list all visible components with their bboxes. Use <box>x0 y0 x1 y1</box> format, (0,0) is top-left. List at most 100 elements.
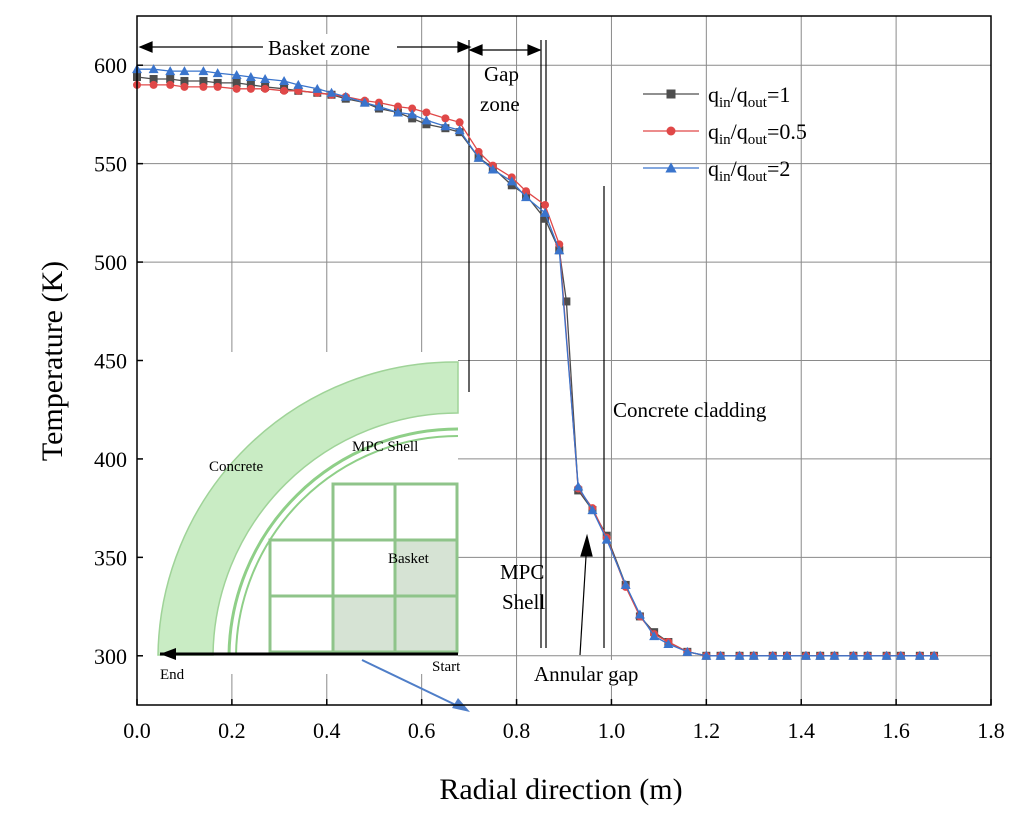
x-tick-label: 1.8 <box>977 718 1005 743</box>
legend: qin/qout=1 qin/qout=0.5 qin/qout=2 <box>643 82 807 185</box>
data-point <box>180 76 189 85</box>
legend-item-3: qin/qout=2 <box>643 156 790 185</box>
inset-concrete-ring <box>157 361 459 656</box>
data-point <box>312 83 323 93</box>
basket-zone-arrowhead-right <box>457 41 472 53</box>
legend-label: qin/qout=0.5 <box>708 119 807 148</box>
data-point <box>521 192 532 202</box>
basket-zone-arrowhead-left <box>138 41 153 53</box>
data-point <box>166 80 175 89</box>
data-point <box>179 66 190 76</box>
y-tick-label: 350 <box>94 545 127 570</box>
data-point <box>929 650 940 660</box>
data-point <box>198 66 209 76</box>
annular-gap-arrow <box>579 539 588 656</box>
series-line <box>137 68 935 657</box>
basket-zone-label: Basket zone <box>268 36 370 60</box>
data-point <box>421 115 432 125</box>
x-axis-title: Radial direction (m) <box>439 773 682 806</box>
data-point <box>232 84 241 93</box>
data-point <box>199 82 208 91</box>
y-axis-ticks: 300 350 400 450 500 550 600 <box>94 53 143 669</box>
mpc-shell-label-1: MPC <box>500 560 544 584</box>
data-point <box>781 650 792 660</box>
gap-zone-label-2: zone <box>480 92 520 116</box>
data-point <box>663 638 674 648</box>
data-point <box>441 114 450 123</box>
data-point <box>213 82 222 91</box>
gap-zone-label-1: Gap <box>484 62 519 86</box>
x-axis-ticks: 0.0 0.2 0.4 0.6 0.8 1.0 1.2 1.4 1.6 1.8 <box>123 699 1005 743</box>
data-point <box>212 68 223 78</box>
data-point <box>455 118 464 127</box>
inset-label-basket: Basket <box>388 551 430 567</box>
annular-gap-arrowhead <box>580 533 593 557</box>
x-tick-label: 0.0 <box>123 718 151 743</box>
data-point <box>166 74 175 83</box>
data-point <box>280 86 289 95</box>
inset-pointer-line <box>361 659 463 709</box>
data-point <box>246 84 255 93</box>
legend-label: qin/qout=2 <box>708 156 790 185</box>
x-tick-label: 0.6 <box>408 718 436 743</box>
data-point <box>634 609 645 619</box>
zone-annotation-text: Basket zone Gap zone Concrete cladding M… <box>263 34 767 686</box>
data-point <box>422 108 431 117</box>
inset-mpc-shell-arc-inner <box>235 435 459 656</box>
mpc-shell-label-2: Shell <box>502 590 545 614</box>
data-point <box>649 631 660 641</box>
x-tick-label: 0.4 <box>313 718 341 743</box>
y-tick-label: 450 <box>94 349 127 374</box>
data-point <box>767 650 778 660</box>
data-point <box>393 102 402 111</box>
data-point <box>232 78 241 87</box>
data-point <box>829 650 840 660</box>
cask-cross-section-inset: Concrete MPC Shell Basket Start End <box>140 352 470 712</box>
inset-mpc-shell-arc <box>227 427 459 656</box>
legend-label: qin/qout=1 <box>708 82 790 111</box>
data-point <box>541 214 550 223</box>
data-point <box>895 650 906 660</box>
x-tick-label: 1.2 <box>693 718 721 743</box>
data-point <box>862 650 873 660</box>
data-point <box>506 176 517 186</box>
data-point <box>231 70 242 80</box>
y-tick-label: 550 <box>94 152 127 177</box>
inset-label-concrete: Concrete <box>209 459 263 475</box>
data-point <box>848 650 859 660</box>
data-point <box>407 109 418 119</box>
data-point <box>914 650 925 660</box>
legend-swatch-marker <box>665 162 677 173</box>
legend-item-1: qin/qout=1 <box>643 82 790 111</box>
y-tick-label: 500 <box>94 250 127 275</box>
data-point <box>487 164 498 174</box>
data-point <box>682 646 693 656</box>
data-point <box>734 650 745 660</box>
data-point <box>800 650 811 660</box>
legend-item-2: qin/qout=0.5 <box>643 119 807 148</box>
x-tick-label: 1.0 <box>598 718 626 743</box>
data-point <box>601 534 612 544</box>
data-point <box>359 97 370 107</box>
series-layer <box>132 64 940 660</box>
data-point <box>473 152 484 162</box>
data-point <box>573 481 584 491</box>
x-tick-label: 1.6 <box>882 718 910 743</box>
data-point <box>522 187 531 196</box>
series-3 <box>132 64 940 660</box>
x-tick-label: 0.2 <box>218 718 246 743</box>
data-point <box>440 121 451 131</box>
data-point <box>293 79 304 89</box>
gap-zone-arrowhead-left <box>468 44 483 56</box>
data-point <box>701 650 712 660</box>
x-tick-label: 1.4 <box>787 718 815 743</box>
data-point <box>326 87 337 97</box>
basket-zone-label-bg <box>263 34 397 60</box>
inset-basket-grid <box>268 482 459 654</box>
y-tick-label: 600 <box>94 53 127 78</box>
data-point <box>715 650 726 660</box>
data-point <box>392 107 403 117</box>
data-point <box>260 73 271 83</box>
annular-gap-label-bg <box>532 660 664 686</box>
